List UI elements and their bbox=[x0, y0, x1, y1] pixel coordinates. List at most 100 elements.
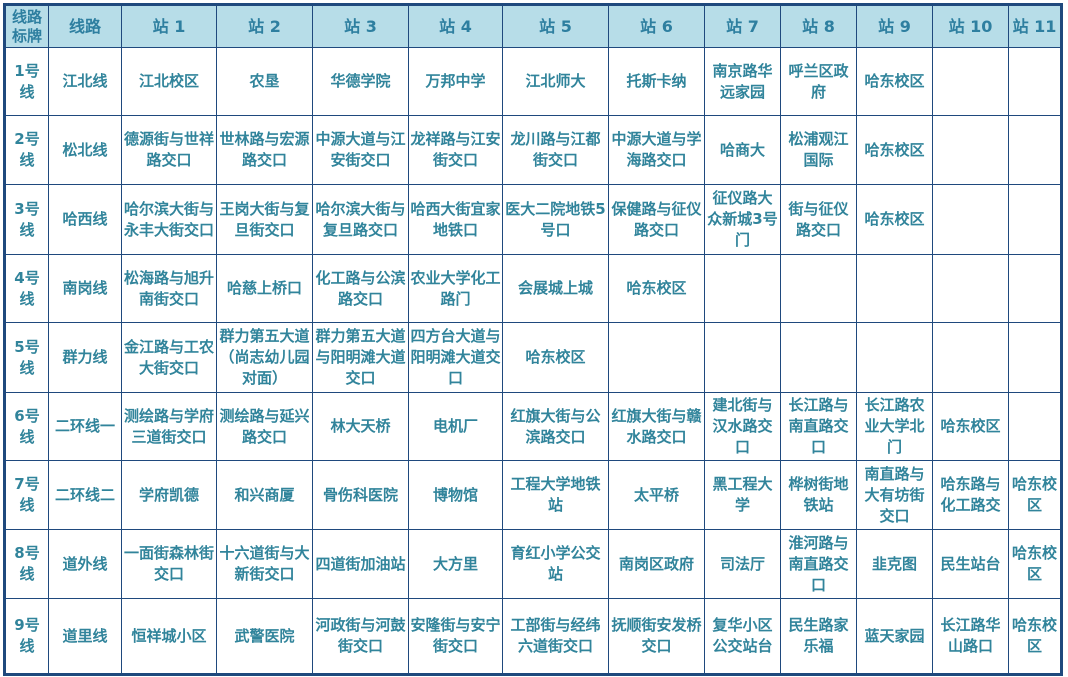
line-badge: 5号线 bbox=[4, 322, 49, 393]
stop-cell: 红旗大街与赣水路交口 bbox=[608, 392, 705, 461]
stop-cell: 长江路农业大学北门 bbox=[856, 392, 933, 461]
stop-cell: 托斯卡纳 bbox=[608, 47, 705, 116]
stop-cell: 安隆街与安宁街交口 bbox=[408, 598, 503, 675]
empty-cell bbox=[932, 254, 1009, 323]
stop-cell: 农垦 bbox=[216, 47, 313, 116]
empty-cell bbox=[856, 254, 933, 323]
line-badge: 4号线 bbox=[4, 254, 49, 323]
stop-cell: 南直路与大有坊街交口 bbox=[856, 460, 933, 530]
stop-cell: 南岗区政府 bbox=[608, 529, 705, 599]
stop-cell: 太平桥 bbox=[608, 460, 705, 530]
stop-cell: 哈尔滨大街与复旦路交口 bbox=[312, 184, 409, 255]
stop-cell: 四道街加油站 bbox=[312, 529, 409, 599]
stop-cell: 和兴商厦 bbox=[216, 460, 313, 530]
line-badge: 2号线 bbox=[4, 115, 49, 185]
header-stop-10: 站 10 bbox=[932, 4, 1009, 48]
stop-cell: 红旗大街与公滨路交口 bbox=[502, 392, 609, 461]
table-row: 2号线 松北线 德源街与世祥路交口 世林路与宏源路交口 中源大道与江安街交口 龙祥路与江安… bbox=[4, 115, 1062, 185]
stop-cell: 民生路家乐福 bbox=[780, 598, 857, 675]
empty-cell bbox=[1008, 47, 1062, 116]
stop-cell: 哈东校区 bbox=[856, 47, 933, 116]
stop-cell: 会展城上城 bbox=[502, 254, 609, 323]
stop-cell: 工部街与经纬六道街交口 bbox=[502, 598, 609, 675]
header-stop-3: 站 3 bbox=[312, 4, 409, 48]
stop-cell: 街与征仪路交口 bbox=[780, 184, 857, 255]
stop-cell: 医大二院地铁5号口 bbox=[502, 184, 609, 255]
stop-cell: 哈东校区 bbox=[502, 322, 609, 393]
empty-cell bbox=[704, 322, 781, 393]
stop-cell: 哈东校区 bbox=[856, 184, 933, 255]
stop-cell: 抚顺街安发桥交口 bbox=[608, 598, 705, 675]
line-name: 南岗线 bbox=[48, 254, 122, 323]
stop-cell: 金江路与工农大街交口 bbox=[121, 322, 217, 393]
table-row: 1号线 江北线 江北校区 农垦 华德学院 万邦中学 江北师大 托斯卡纳 南京路华远家园 呼兰区政府… bbox=[4, 47, 1062, 116]
empty-cell bbox=[932, 47, 1009, 116]
stop-cell: 世林路与宏源路交口 bbox=[216, 115, 313, 185]
stop-cell: 测绘路与延兴路交口 bbox=[216, 392, 313, 461]
empty-cell bbox=[856, 322, 933, 393]
stop-cell: 保健路与征仪路交口 bbox=[608, 184, 705, 255]
line-badge: 9号线 bbox=[4, 598, 49, 675]
empty-cell bbox=[932, 322, 1009, 393]
empty-cell bbox=[1008, 322, 1062, 393]
stop-cell: 万邦中学 bbox=[408, 47, 503, 116]
stop-cell: 博物馆 bbox=[408, 460, 503, 530]
stop-cell: 淮河路与南直路交口 bbox=[780, 529, 857, 599]
stop-cell: 哈东校区 bbox=[1008, 529, 1062, 599]
stop-cell: 四方台大道与阳明滩大道交口 bbox=[408, 322, 503, 393]
stop-cell: 韭克图 bbox=[856, 529, 933, 599]
stop-cell: 呼兰区政府 bbox=[780, 47, 857, 116]
header-stop-6: 站 6 bbox=[608, 4, 705, 48]
stop-cell: 群力第五大道（尚志幼儿园对面） bbox=[216, 322, 313, 393]
table-row: 9号线 道里线 恒祥城小区 武警医院 河政街与河鼓街交口 安隆街与安宁街交口 工部街与经纬六… bbox=[4, 598, 1062, 675]
stop-cell: 龙祥路与江安街交口 bbox=[408, 115, 503, 185]
stop-cell: 骨伤科医院 bbox=[312, 460, 409, 530]
stop-cell: 哈东校区 bbox=[608, 254, 705, 323]
line-name: 哈西线 bbox=[48, 184, 122, 255]
stop-cell: 蓝天家园 bbox=[856, 598, 933, 675]
stop-cell: 桦树街地铁站 bbox=[780, 460, 857, 530]
stop-cell: 大方里 bbox=[408, 529, 503, 599]
stop-cell: 哈东校区 bbox=[932, 392, 1009, 461]
header-line-name: 线路 bbox=[48, 4, 122, 48]
table-row: 3号线 哈西线 哈尔滨大街与永丰大街交口 王岗大街与复旦街交口 哈尔滨大街与复旦路交口哈… bbox=[4, 184, 1062, 255]
stop-cell: 松浦观江国际 bbox=[780, 115, 857, 185]
stop-cell: 哈东校区 bbox=[1008, 598, 1062, 675]
stop-cell: 林大天桥 bbox=[312, 392, 409, 461]
stop-cell: 哈西大街宜家地铁口 bbox=[408, 184, 503, 255]
line-name: 群力线 bbox=[48, 322, 122, 393]
line-badge: 8号线 bbox=[4, 529, 49, 599]
stop-cell: 长江路华山路口 bbox=[932, 598, 1009, 675]
stop-cell: 一面街森林街交口 bbox=[121, 529, 217, 599]
stop-cell: 中源大道与江安街交口 bbox=[312, 115, 409, 185]
header-stop-4: 站 4 bbox=[408, 4, 503, 48]
table-row: 4号线 南岗线 松海路与旭升南街交口 哈慈上桥口 化工路与公滨路交口 农业大学化工路门 会展… bbox=[4, 254, 1062, 323]
stop-cell: 哈慈上桥口 bbox=[216, 254, 313, 323]
stop-cell: 征仪路大众新城3号门 bbox=[704, 184, 781, 255]
header-stop-2: 站 2 bbox=[216, 4, 313, 48]
header-stop-9: 站 9 bbox=[856, 4, 933, 48]
stop-cell: 复华小区公交站台 bbox=[704, 598, 781, 675]
stop-cell: 民生站台 bbox=[932, 529, 1009, 599]
header-stop-11: 站 11 bbox=[1008, 4, 1062, 48]
stop-cell: 建北街与汉水路交口 bbox=[704, 392, 781, 461]
stop-cell: 龙川路与江都街交口 bbox=[502, 115, 609, 185]
line-badge: 3号线 bbox=[4, 184, 49, 255]
line-badge: 7号线 bbox=[4, 460, 49, 530]
header-stop-8: 站 8 bbox=[780, 4, 857, 48]
stop-cell: 河政街与河鼓街交口 bbox=[312, 598, 409, 675]
stop-cell: 哈东校区 bbox=[1008, 460, 1062, 530]
empty-cell bbox=[932, 184, 1009, 255]
stop-cell: 群力第五大道与阳明滩大道交口 bbox=[312, 322, 409, 393]
table-row: 6号线 二环线一 测绘路与学府三道街交口 测绘路与延兴路交口 林大天桥 电机厂 红旗大街与公… bbox=[4, 392, 1062, 461]
stop-cell: 司法厅 bbox=[704, 529, 781, 599]
stop-cell: 哈尔滨大街与永丰大街交口 bbox=[121, 184, 217, 255]
stop-cell: 江北校区 bbox=[121, 47, 217, 116]
stop-cell: 恒祥城小区 bbox=[121, 598, 217, 675]
empty-cell bbox=[780, 254, 857, 323]
line-name: 二环线一 bbox=[48, 392, 122, 461]
header-stop-5: 站 5 bbox=[502, 4, 609, 48]
stop-cell: 学府凯德 bbox=[121, 460, 217, 530]
